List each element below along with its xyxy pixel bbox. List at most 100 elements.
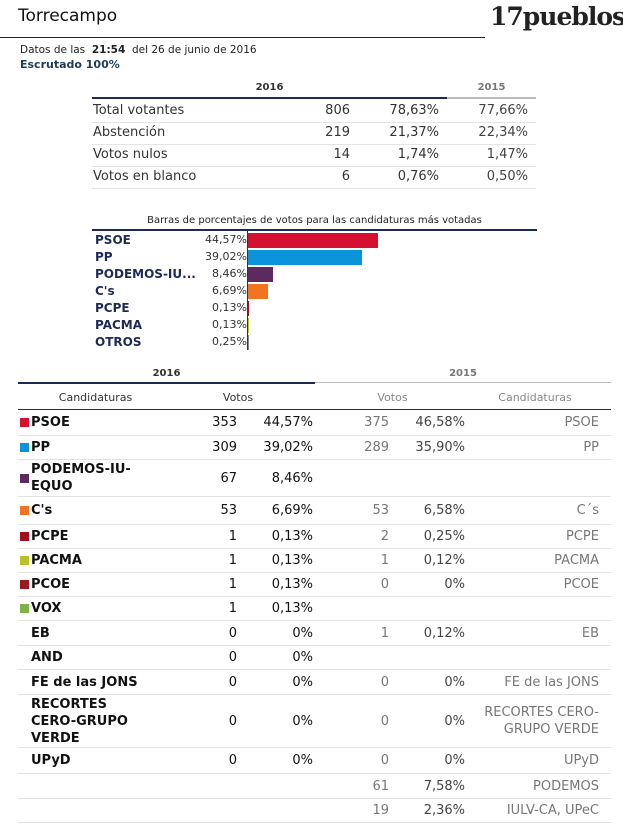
year-header: 2016 xyxy=(255,82,284,93)
row-label: Abstención xyxy=(93,125,166,140)
party-name-previous: PCPE xyxy=(566,529,599,544)
result-row: 19 2,36% IULV-CA, UPeC xyxy=(18,799,611,823)
summary-row: Votos en blanco 6 0,76% 0,50% xyxy=(92,166,536,189)
percent: 6,69% xyxy=(271,503,313,518)
cell: 0,76% xyxy=(397,169,439,184)
year-header: 2016 xyxy=(152,368,181,379)
bar xyxy=(248,284,268,299)
votes-previous: 19 xyxy=(372,803,389,818)
divider xyxy=(18,409,611,410)
party-name: AND xyxy=(31,650,63,665)
time: 21:54 xyxy=(91,44,126,56)
divider xyxy=(92,97,447,99)
party-name: PSOE xyxy=(31,415,70,430)
value-label: 39,02% xyxy=(205,250,247,263)
votes: 0 xyxy=(228,753,237,768)
party-name: EB xyxy=(31,625,50,641)
percent-previous: 0% xyxy=(444,713,465,729)
votes-previous: 0 xyxy=(380,713,389,729)
result-row: C's 53 6,69% 53 6,58% C´s xyxy=(18,497,611,525)
chart-title: Barras de porcentajes de votos para las … xyxy=(147,215,482,226)
row-label: Votos en blanco xyxy=(93,169,197,184)
value-label: 0,13% xyxy=(212,301,247,314)
percent-previous: 0,12% xyxy=(423,625,465,641)
votes: 67 xyxy=(220,470,237,486)
data-time: Datos de las 21:54 del 26 de junio de 20… xyxy=(20,44,257,56)
result-row: RECORTES CERO-GRUPO VERDE 0 0% 0 0% RECORTES … xyxy=(18,695,611,748)
votes: 53 xyxy=(220,503,237,518)
party-name xyxy=(31,808,141,814)
value-label: 44,57% xyxy=(205,233,247,246)
cell: 219 xyxy=(325,125,350,140)
percent-previous: 0% xyxy=(444,674,465,690)
bar-label: PACMA xyxy=(95,317,143,332)
status: Escrutado 100% xyxy=(20,58,120,71)
votes: 1 xyxy=(228,529,237,544)
percent-previous: 0% xyxy=(444,753,465,768)
party-name-previous: PCOE xyxy=(563,577,599,592)
color-swatch xyxy=(20,532,29,541)
party-name: FE de las JONS xyxy=(31,674,138,690)
axis-line xyxy=(247,231,248,350)
party-name: PACMA xyxy=(31,553,82,568)
bar-label: PCPE xyxy=(95,300,130,315)
result-row: FE de las JONS 0 0% 0 0% FE de las JONS xyxy=(18,670,611,695)
party-name-previous: RECORTES CERO-GRUPO VERDE xyxy=(484,705,599,737)
bar-label: PODEMOS-IU... xyxy=(95,266,196,281)
place-title: Torrecampo xyxy=(18,6,118,26)
percent: 44,57% xyxy=(263,415,313,430)
votes: 0 xyxy=(228,650,237,665)
row-label: Total votantes xyxy=(93,103,185,118)
column-header: Votos xyxy=(377,391,408,404)
party-name: PODEMOS-IU-EQUO xyxy=(31,462,131,494)
percent: 0% xyxy=(292,674,313,690)
color-swatch xyxy=(20,506,29,515)
votes-previous: 0 xyxy=(380,753,389,768)
percent-previous: 7,58% xyxy=(423,778,465,794)
votes-previous: 61 xyxy=(372,778,389,794)
votes-previous: 53 xyxy=(372,503,389,518)
color-swatch xyxy=(20,604,29,613)
votes: 309 xyxy=(212,440,237,455)
party-name: UPyD xyxy=(31,753,71,768)
result-row: VOX 1 0,13% xyxy=(18,597,611,621)
value-label: 8,46% xyxy=(212,267,247,280)
result-row: PCPE 1 0,13% 2 0,25% PCPE xyxy=(18,525,611,549)
value-label: 0,25% xyxy=(212,335,247,348)
party-name-previous: EB xyxy=(581,625,599,641)
percent-previous: 0,12% xyxy=(423,553,465,568)
votes: 0 xyxy=(228,713,237,729)
party-name: PCPE xyxy=(31,529,69,544)
party-name xyxy=(31,783,141,789)
party-name: RECORTES CERO-GRUPO VERDE xyxy=(31,696,128,746)
votes: 0 xyxy=(228,674,237,690)
party-name-previous: UPyD xyxy=(563,753,599,768)
divider xyxy=(447,97,536,99)
votes-previous: 1 xyxy=(380,625,389,641)
bar xyxy=(248,335,249,350)
row-label: Votos nulos xyxy=(93,147,168,162)
cell: 78,63% xyxy=(389,103,439,118)
votes-previous: 375 xyxy=(364,415,389,430)
party-name-previous: PP xyxy=(583,440,599,455)
cell: 77,66% xyxy=(478,103,528,118)
party-name: VOX xyxy=(31,601,62,616)
party-name: PCOE xyxy=(31,577,70,592)
cell: 1,74% xyxy=(397,147,439,162)
bar xyxy=(248,267,273,282)
column-header: Votos xyxy=(222,391,254,404)
value-label: 0,13% xyxy=(212,318,247,331)
color-swatch xyxy=(20,556,29,565)
result-row: AND 0 0% xyxy=(18,646,611,670)
percent: 0,13% xyxy=(271,553,313,568)
votes: 353 xyxy=(212,415,237,430)
bar xyxy=(248,233,379,248)
party-name-previous: FE de las JONS xyxy=(504,674,599,690)
party-name-previous: PACMA xyxy=(554,553,599,568)
cell: 1,47% xyxy=(486,147,528,162)
cell: 806 xyxy=(325,103,350,118)
result-row: PACMA 1 0,13% 1 0,12% PACMA xyxy=(18,549,611,573)
logo[interactable]: 17pueblos xyxy=(490,2,623,31)
percent: 0% xyxy=(292,650,313,665)
